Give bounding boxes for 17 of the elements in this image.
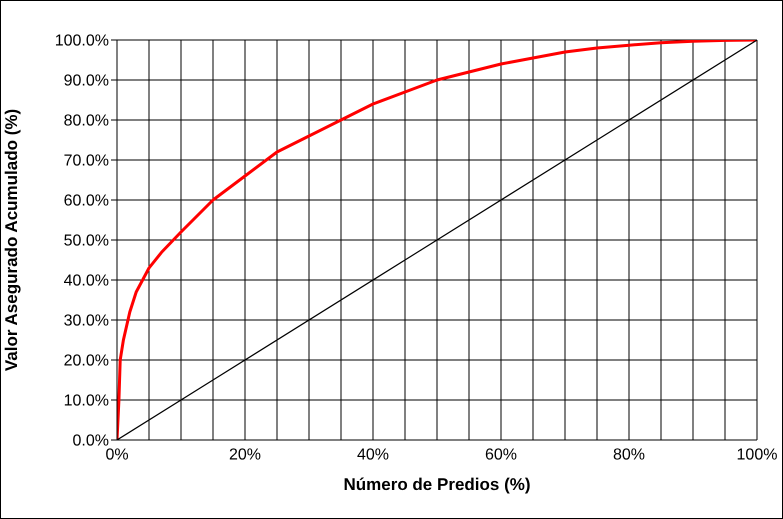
x-tick-label: 20%: [228, 446, 262, 464]
y-tick-label: 90.0%: [64, 72, 109, 90]
y-tick-label: 70.0%: [64, 152, 109, 170]
y-tick-label: 40.0%: [64, 272, 109, 290]
x-tick-label: 60%: [484, 446, 518, 464]
y-tick-label: 100.0%: [54, 32, 109, 50]
y-tick-label: 10.0%: [64, 392, 109, 410]
x-tick-label: 80%: [612, 446, 646, 464]
x-tick-label: 40%: [356, 446, 390, 464]
y-axis-title: Valor Asegurado Acumulado (%): [2, 108, 22, 372]
y-tick-label: 80.0%: [64, 112, 109, 130]
y-tick-label: 30.0%: [64, 312, 109, 330]
y-tick-label: 50.0%: [64, 232, 109, 250]
y-tick-label: 60.0%: [64, 192, 109, 210]
x-tick-label: 100%: [736, 446, 778, 464]
x-axis-title: Número de Predios (%): [343, 475, 531, 494]
y-tick-label: 20.0%: [64, 352, 109, 370]
